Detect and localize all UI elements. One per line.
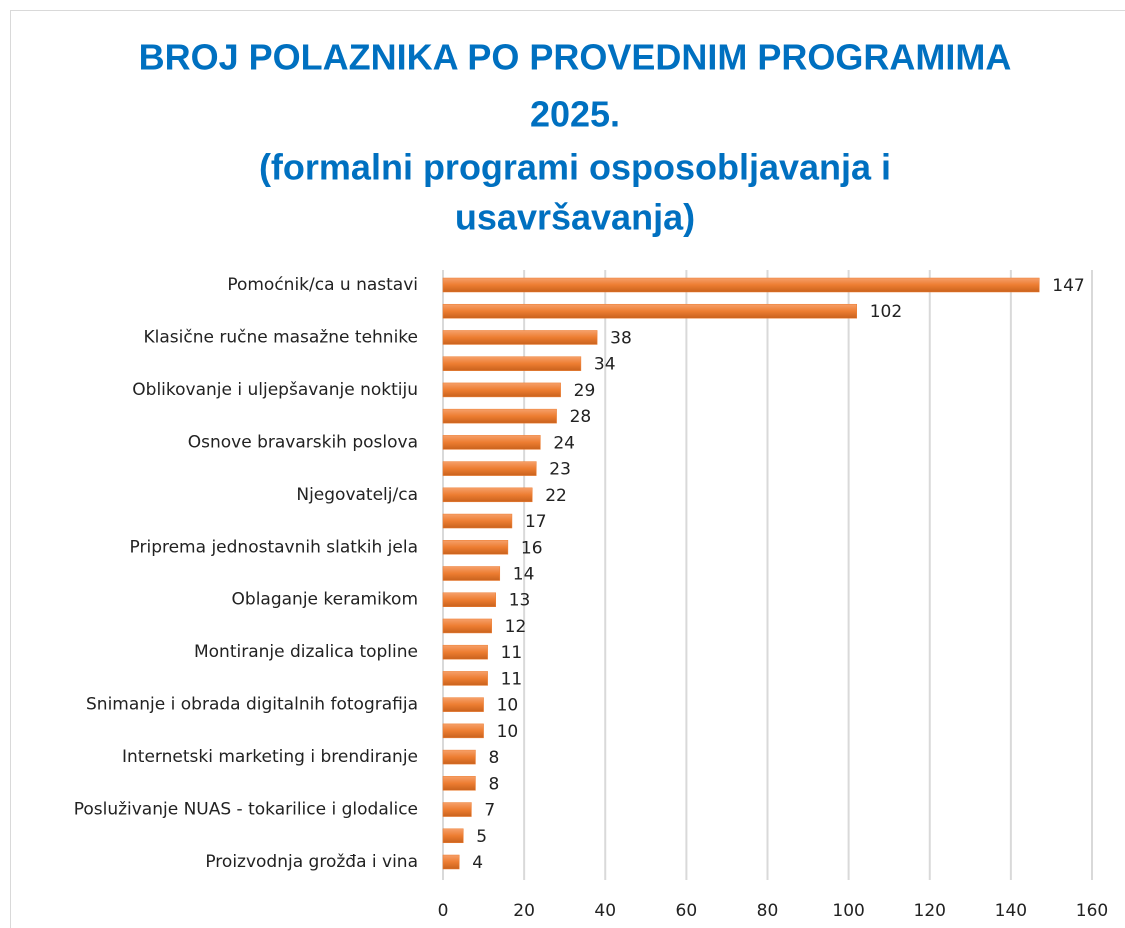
chart-title: usavršavanja) <box>455 197 695 238</box>
data-label: 10 <box>497 696 519 716</box>
bar <box>442 513 513 529</box>
bar <box>442 828 464 844</box>
data-label: 24 <box>553 433 575 453</box>
bar <box>442 382 561 398</box>
x-tick-label: 100 <box>832 901 864 921</box>
bar <box>442 356 582 371</box>
bar <box>442 303 857 319</box>
data-label: 102 <box>870 302 902 322</box>
bar <box>442 330 598 345</box>
bar <box>442 671 488 686</box>
bar <box>442 566 501 581</box>
y-tick-label: Priprema jednostavnih slatkih jela <box>130 537 418 557</box>
bar <box>442 697 484 712</box>
chart-title: BROJ POLAZNIKA PO PROVEDNIM PROGRAMIMA <box>139 37 1012 78</box>
y-tick-label: Pomoćnik/ca u nastavi <box>227 275 418 295</box>
data-label: 13 <box>509 591 531 611</box>
y-tick-label: Oblikovanje i uljepšavanje noktiju <box>132 380 418 400</box>
bar <box>442 540 509 555</box>
bar <box>442 776 476 791</box>
data-label: 11 <box>501 669 523 689</box>
y-tick-label: Proizvodnja grožđa i vina <box>205 852 418 872</box>
bar <box>442 435 541 450</box>
y-tick-label: Snimanje i obrada digitalnih fotografija <box>86 695 418 715</box>
data-label: 4 <box>472 853 483 873</box>
bar <box>442 854 460 870</box>
chart-border <box>10 10 1125 928</box>
x-tick-label: 120 <box>914 901 946 921</box>
data-label: 16 <box>521 538 543 558</box>
data-label: 14 <box>513 565 535 585</box>
y-tick-label: Njegovatelj/ca <box>296 485 418 505</box>
x-tick-label: 60 <box>676 901 698 921</box>
y-tick-label: Internetski marketing i brendiranje <box>122 747 418 767</box>
bar <box>442 618 492 634</box>
data-label: 12 <box>505 617 527 637</box>
data-label: 29 <box>574 381 596 401</box>
x-tick-label: 80 <box>757 901 779 921</box>
data-label: 8 <box>488 774 499 794</box>
bar <box>442 461 537 476</box>
data-label: 5 <box>476 827 487 847</box>
x-tick-label: 140 <box>995 901 1027 921</box>
data-label: 22 <box>545 486 567 506</box>
bar <box>442 277 1040 293</box>
data-label: 8 <box>488 748 499 768</box>
bar <box>442 408 557 424</box>
data-label: 11 <box>501 643 523 663</box>
data-label: 147 <box>1052 276 1084 296</box>
data-label: 34 <box>594 355 616 375</box>
y-tick-label: Montiranje dizalica topline <box>194 642 418 662</box>
bar <box>442 723 484 739</box>
bar <box>442 644 488 660</box>
y-tick-label: Oblaganje keramikom <box>232 590 418 610</box>
data-label: 38 <box>610 328 632 348</box>
bar <box>442 802 472 817</box>
chart-title: (formalni programi osposobljavanja i <box>259 147 891 188</box>
bar <box>442 592 496 607</box>
bar <box>442 487 533 503</box>
x-tick-label: 160 <box>1076 901 1108 921</box>
y-tick-label: Osnove bravarskih poslova <box>188 432 418 452</box>
y-tick-label: Klasične ručne masažne tehnike <box>143 327 418 347</box>
data-label: 17 <box>525 512 547 532</box>
x-tick-label: 40 <box>594 901 616 921</box>
data-label: 10 <box>497 722 519 742</box>
data-label: 28 <box>570 407 592 427</box>
x-tick-label: 20 <box>513 901 535 921</box>
chart-title: 2025. <box>530 94 620 135</box>
data-label: 7 <box>484 801 495 821</box>
y-tick-label: Posluživanje NUAS - tokarilice i glodali… <box>74 800 418 820</box>
x-tick-label: 0 <box>438 901 449 921</box>
data-label: 23 <box>549 460 571 480</box>
bar <box>442 749 476 765</box>
